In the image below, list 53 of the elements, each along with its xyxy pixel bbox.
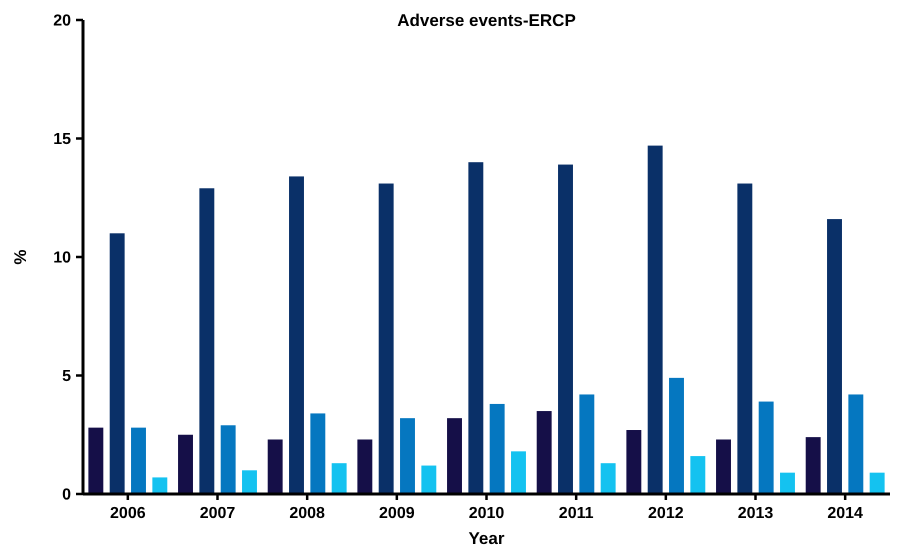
bar xyxy=(447,418,462,494)
bar xyxy=(690,456,706,494)
bar xyxy=(827,219,842,494)
y-tick-label: 5 xyxy=(62,368,72,386)
bar xyxy=(289,176,304,494)
x-tick-label: 2011 xyxy=(558,505,594,522)
bar xyxy=(648,146,663,494)
x-tick-label: 2006 xyxy=(110,505,146,522)
bar xyxy=(870,472,885,494)
bar xyxy=(758,402,774,494)
x-tick-label: 2009 xyxy=(379,505,415,522)
bar xyxy=(400,418,415,494)
x-axis-title: Year xyxy=(468,529,505,548)
x-tick-label: 2014 xyxy=(827,505,864,522)
bar xyxy=(511,451,526,494)
chart-title: Adverse events-ERCP xyxy=(397,11,576,30)
x-tick-label: 2013 xyxy=(738,505,774,522)
bar xyxy=(220,425,236,494)
bar xyxy=(421,466,436,494)
bar xyxy=(536,411,552,494)
bar xyxy=(848,394,864,494)
bar xyxy=(806,437,821,494)
bar xyxy=(737,184,752,494)
y-axis-title: % xyxy=(11,249,30,265)
bar xyxy=(579,394,594,494)
bar xyxy=(110,233,125,494)
x-tick-label: 2010 xyxy=(468,505,504,522)
bar xyxy=(131,428,146,494)
bar xyxy=(626,430,642,494)
x-tick-label: 2007 xyxy=(200,505,236,522)
y-tick-label: 0 xyxy=(62,486,72,504)
y-tick-label: 15 xyxy=(53,131,72,148)
bar xyxy=(780,472,795,494)
bar xyxy=(88,428,104,494)
bar xyxy=(178,434,193,494)
x-tick-label: 2008 xyxy=(289,505,326,522)
bar xyxy=(199,188,214,494)
bar xyxy=(716,439,731,494)
bar xyxy=(669,378,684,494)
bar xyxy=(152,477,168,494)
x-tick-label: 2012 xyxy=(648,505,684,522)
bar xyxy=(332,463,347,494)
bar xyxy=(490,404,505,494)
bar xyxy=(600,463,616,494)
bar xyxy=(268,439,283,494)
bar xyxy=(357,439,372,494)
bar xyxy=(242,470,257,494)
bar xyxy=(468,162,484,494)
y-tick-label: 10 xyxy=(53,250,72,267)
bar xyxy=(558,164,573,494)
y-tick-label: 20 xyxy=(53,12,72,30)
bar xyxy=(378,184,394,494)
bar xyxy=(310,413,326,494)
